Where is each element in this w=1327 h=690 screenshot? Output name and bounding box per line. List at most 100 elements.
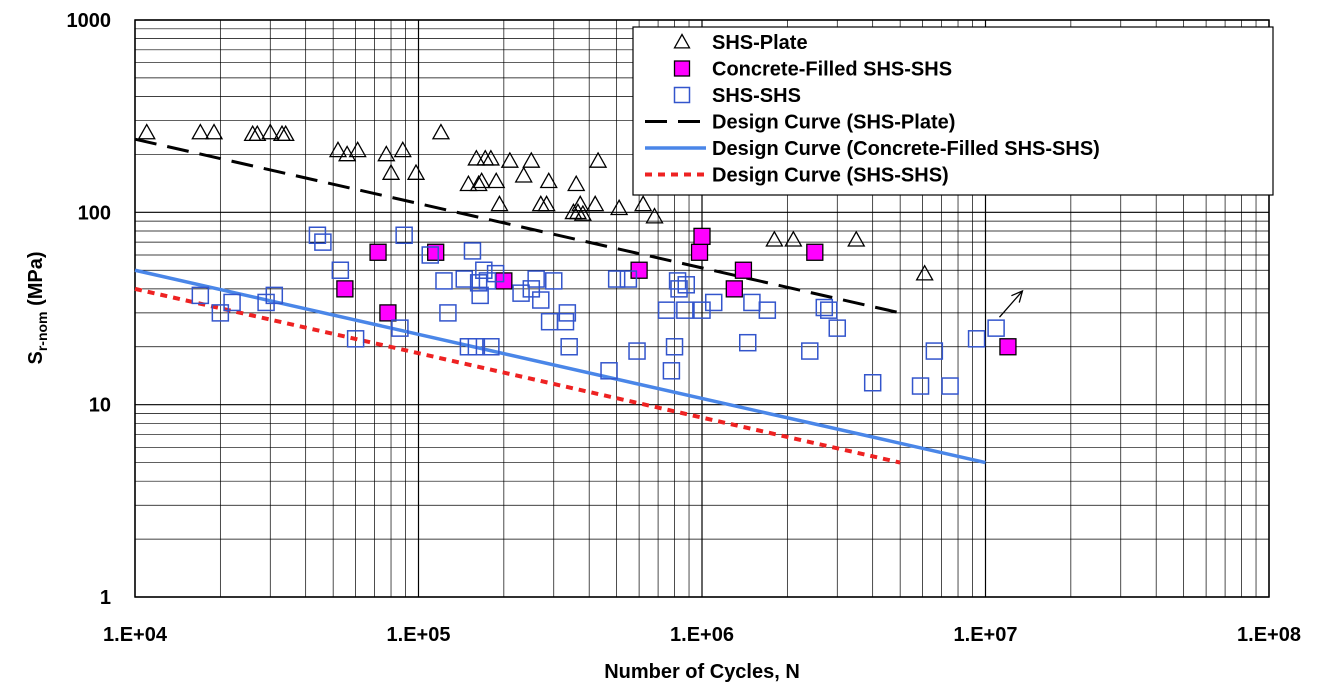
shs-plate-point — [431, 123, 451, 140]
shs-shs-point — [619, 270, 638, 288]
shs-shs-point — [191, 286, 210, 305]
shs-shs-point — [439, 304, 457, 322]
annotations — [998, 289, 1024, 318]
shs-shs-point — [673, 86, 691, 104]
shs-plate-point — [609, 198, 629, 216]
shs-plate-point — [348, 141, 367, 158]
shs-shs-point — [815, 298, 834, 317]
shs-shs-point — [395, 226, 413, 245]
shs-shs-point — [211, 304, 230, 322]
shs-shs-point — [308, 226, 327, 245]
shs-shs-point — [475, 261, 493, 279]
shs-shs-point — [463, 242, 482, 260]
concrete-filled-point — [369, 243, 387, 261]
shs-plate-point — [381, 163, 401, 180]
shs-plate-point — [248, 124, 267, 142]
shs-plate-point — [567, 174, 586, 192]
shs-shs-point — [704, 293, 723, 312]
shs-shs-point — [828, 319, 847, 337]
shs-shs-point — [925, 342, 944, 360]
shs-shs-point — [558, 304, 577, 322]
shs-plate-point — [261, 123, 280, 140]
legend-label: Design Curve (SHS-Plate) — [712, 112, 955, 134]
shs-plate-point — [915, 264, 934, 281]
shs-shs-point — [265, 286, 284, 305]
concrete-filled-point — [336, 280, 354, 298]
shs-shs-point — [331, 261, 350, 279]
shs-shs-point — [391, 319, 409, 337]
x-tick-label: 1.E+06 — [670, 624, 734, 646]
shs-plate-point — [459, 174, 478, 192]
concrete-filled-point — [673, 60, 691, 77]
shs-plate-point — [500, 151, 519, 168]
shs-shs-point — [738, 333, 757, 352]
concrete-filled-point — [734, 261, 753, 279]
shs-shs-point — [801, 342, 819, 360]
shs-shs-point — [600, 362, 618, 380]
concrete-filled-point — [630, 261, 648, 279]
shs-plate-point — [539, 171, 558, 189]
legend-box — [632, 26, 1274, 196]
shs-shs-point — [670, 280, 688, 298]
shs-shs-point — [512, 284, 530, 302]
shs-shs-point — [987, 319, 1005, 337]
shs-shs-point — [863, 374, 882, 392]
shs-plate-point — [586, 195, 605, 212]
design-curve-line — [134, 286, 901, 465]
shs-shs-point — [628, 342, 646, 360]
shs-plate-point — [406, 163, 426, 180]
concrete-filled-point — [693, 227, 711, 246]
design-curves — [134, 137, 986, 465]
shs-plate-point — [490, 195, 509, 212]
shs-shs-point — [482, 338, 500, 356]
shs-plate-point — [377, 145, 396, 162]
shs-shs-point — [607, 270, 626, 288]
y-tick-label: 1 — [100, 587, 111, 609]
shs-plate-point — [276, 124, 295, 142]
x-tick-label: 1.E+07 — [954, 624, 1018, 646]
shs-plate-point — [537, 195, 556, 212]
concrete-filled-point — [379, 304, 397, 322]
y-tick-label: 10 — [89, 395, 111, 417]
shs-shs-point — [911, 377, 930, 395]
y-axis-title-subscript: r-nom — [34, 311, 50, 351]
data-points — [137, 123, 1017, 395]
x-tick-label: 1.E+04 — [103, 624, 168, 646]
shs-plate-point — [784, 230, 803, 247]
concrete-filled-point — [690, 243, 709, 261]
shs-shs-point — [346, 330, 365, 348]
shs-shs-point — [820, 301, 838, 319]
shs-plate-point — [328, 141, 348, 158]
shs-shs-point — [941, 377, 959, 395]
shs-shs-point — [467, 338, 486, 356]
x-axis-title: Number of Cycles, N — [604, 661, 800, 683]
shs-plate-point — [204, 123, 224, 140]
legend: SHS-Plate Concrete-Filled SHS-SHS SHS-SHS D… — [632, 26, 1274, 196]
arrow-head — [1011, 289, 1024, 303]
shs-plate-point — [634, 195, 653, 212]
shs-shs-point — [421, 246, 439, 264]
shs-plate-point — [467, 149, 486, 166]
shs-plate-point — [137, 123, 156, 140]
shs-shs-point — [677, 276, 696, 294]
shs-shs-point — [455, 270, 473, 288]
shs-plate-point — [393, 141, 412, 158]
y-tick-label: 1000 — [67, 10, 112, 32]
y-tick-label: 100 — [78, 202, 111, 224]
shs-plate-point — [191, 123, 210, 140]
arrow-shaft — [998, 290, 1023, 318]
concrete-filled-point — [427, 243, 445, 261]
legend-label: SHS-SHS — [712, 85, 801, 107]
concrete-filled-point — [725, 280, 743, 298]
shs-shs-point — [527, 270, 545, 288]
shs-shs-point — [676, 301, 694, 319]
shs-plate-point — [645, 207, 664, 224]
shs-shs-point — [662, 362, 681, 380]
shs-shs-point — [223, 293, 241, 312]
shs-shs-point — [486, 264, 505, 283]
x-tick-label: 1.E+08 — [1237, 624, 1301, 646]
shs-shs-point — [657, 301, 676, 319]
legend-items: SHS-Plate Concrete-Filled SHS-SHS SHS-SHS D… — [645, 32, 1100, 187]
shs-shs-point — [545, 272, 563, 290]
